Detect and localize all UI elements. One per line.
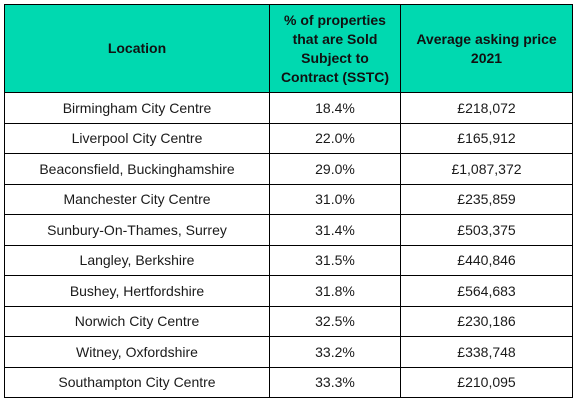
table-row: Manchester City Centre 31.0% £235,859 (4, 183, 573, 215)
table-row: Norwich City Centre 32.5% £230,186 (4, 305, 573, 337)
sstc-cell: 31.0% (269, 183, 401, 215)
price-cell: £338,748 (400, 336, 573, 368)
table-row: Langley, Berkshire 31.5% £440,846 (4, 244, 573, 276)
header-sstc-label: % of properties that are Sold Subject to… (280, 11, 390, 85)
sstc-cell: 22.0% (269, 122, 401, 154)
table-row: Sunbury-On-Thames, Surrey 31.4% £503,375 (4, 214, 573, 246)
sstc-cell: 29.0% (269, 153, 401, 185)
header-price-label: Average asking price 2021 (416, 30, 557, 66)
table-row: Southampton City Centre 33.3% £210,095 (4, 366, 573, 398)
sstc-cell: 33.3% (269, 366, 401, 398)
header-row: Location % of properties that are Sold S… (4, 4, 573, 93)
price-cell: £218,072 (400, 92, 573, 124)
location-cell: Manchester City Centre (4, 183, 270, 215)
sstc-cell: 31.5% (269, 244, 401, 276)
sstc-cell: 18.4% (269, 92, 401, 124)
sstc-cell: 31.4% (269, 214, 401, 246)
price-cell: £564,683 (400, 275, 573, 307)
location-cell: Langley, Berkshire (4, 244, 270, 276)
location-cell: Sunbury-On-Thames, Surrey (4, 214, 270, 246)
price-cell: £235,859 (400, 183, 573, 215)
price-cell: £440,846 (400, 244, 573, 276)
table-row: Birmingham City Centre 18.4% £218,072 (4, 92, 573, 124)
price-cell: £165,912 (400, 122, 573, 154)
header-sstc: % of properties that are Sold Subject to… (269, 4, 401, 93)
location-cell: Liverpool City Centre (4, 122, 270, 154)
location-cell: Beaconsfield, Buckinghamshire (4, 153, 270, 185)
price-cell: £1,087,372 (400, 153, 573, 185)
table-row: Bushey, Hertfordshire 31.8% £564,683 (4, 275, 573, 307)
table-row: Liverpool City Centre 22.0% £165,912 (4, 122, 573, 154)
sstc-cell: 33.2% (269, 336, 401, 368)
location-cell: Southampton City Centre (4, 366, 270, 398)
header-price: Average asking price 2021 (400, 4, 573, 93)
location-cell: Bushey, Hertfordshire (4, 275, 270, 307)
price-cell: £210,095 (400, 366, 573, 398)
location-cell: Birmingham City Centre (4, 92, 270, 124)
table-row: Beaconsfield, Buckinghamshire 29.0% £1,0… (4, 153, 573, 185)
price-cell: £503,375 (400, 214, 573, 246)
sstc-table: Location % of properties that are Sold S… (4, 4, 573, 398)
price-cell: £230,186 (400, 305, 573, 337)
header-location: Location (4, 4, 270, 93)
sstc-cell: 32.5% (269, 305, 401, 337)
header-location-label: Location (107, 40, 167, 56)
sstc-cell: 31.8% (269, 275, 401, 307)
table-row: Witney, Oxfordshire 33.2% £338,748 (4, 336, 573, 368)
location-cell: Norwich City Centre (4, 305, 270, 337)
location-cell: Witney, Oxfordshire (4, 336, 270, 368)
